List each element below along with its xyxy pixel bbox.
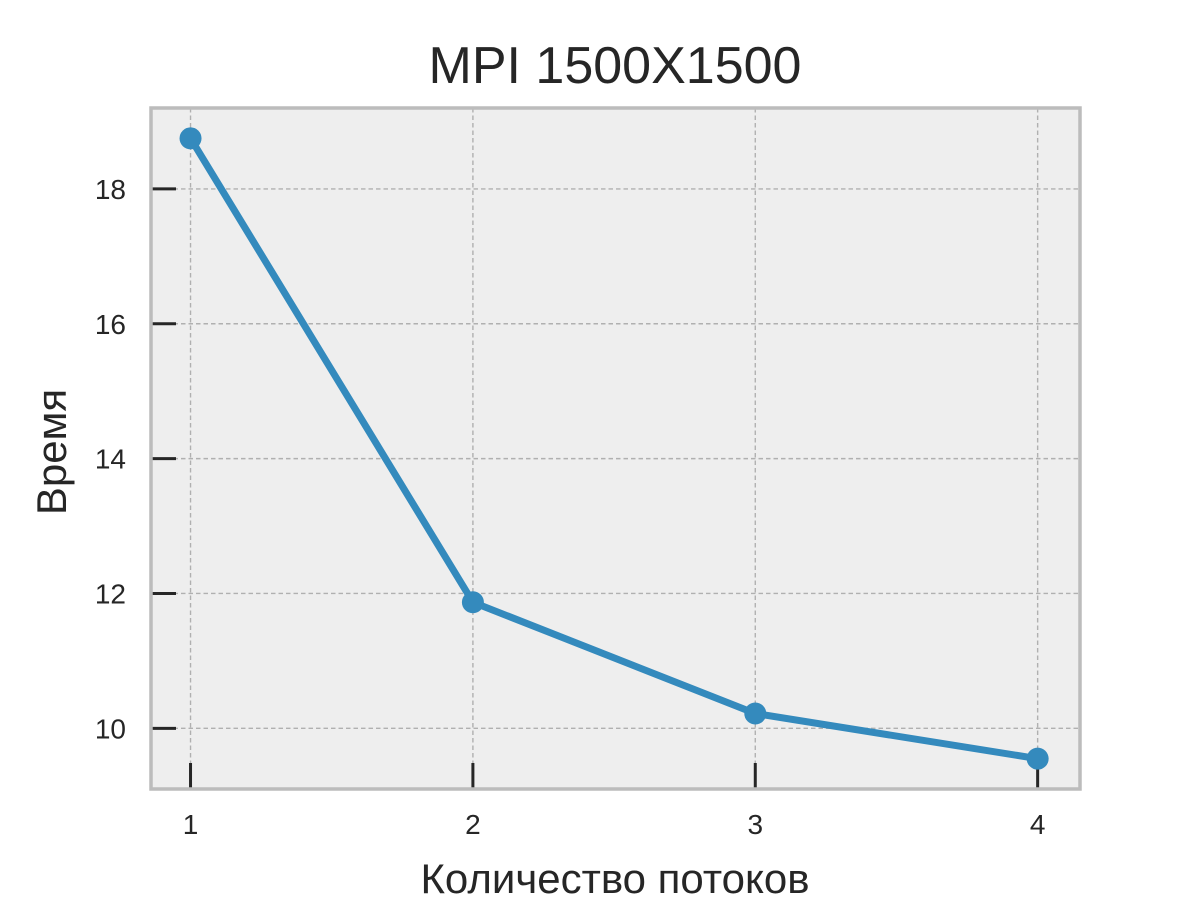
tick-marks [151,187,1040,788]
x-tick-label-2: 2 [465,809,481,840]
plot-area [151,108,1080,789]
x-tick-label-3: 3 [747,809,763,840]
y-tick-label-16: 16 [95,309,126,340]
y-tick-label-10: 10 [95,713,126,744]
series-layer [179,127,1049,770]
data-point-1 [179,127,202,150]
x-tick-label-4: 4 [1030,809,1046,840]
y-tick-label-14: 14 [95,444,126,475]
data-point-2 [461,591,484,614]
y-axis-label: Время [28,389,75,515]
series-line-1 [187,134,1042,763]
y-tick-label-12: 12 [95,578,126,609]
plot-frame [149,106,1082,791]
x-tick-label-1: 1 [183,809,199,840]
x-axis-label: Количество потоков [420,855,809,900]
gridlines [151,108,1080,789]
chart-title: MPI 1500X1500 [429,37,802,95]
data-point-3 [744,702,767,725]
data-point-4 [1026,747,1049,770]
y-tick-label-18: 18 [95,174,126,205]
